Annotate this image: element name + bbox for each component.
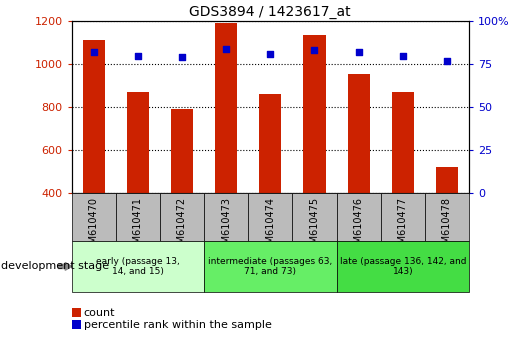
Bar [160,193,204,241]
Text: count: count [84,308,115,318]
Bar [83,40,105,279]
Bar [425,193,469,241]
Text: development stage: development stage [1,261,109,272]
Point [355,49,363,55]
Text: early (passage 13,
14, and 15): early (passage 13, 14, and 15) [96,257,180,276]
Bar [127,92,149,279]
Point [222,46,231,52]
Text: GSM610472: GSM610472 [177,197,187,256]
Point [134,53,142,58]
Bar [204,241,337,292]
Point [399,53,407,58]
Text: GSM610475: GSM610475 [310,197,320,256]
Text: GSM610471: GSM610471 [133,197,143,256]
Point [90,49,98,55]
Point [266,51,275,57]
Bar [204,193,248,241]
Bar [436,167,458,279]
Bar [392,92,414,279]
Point [178,55,186,60]
Point [310,47,319,53]
Title: GDS3894 / 1423617_at: GDS3894 / 1423617_at [190,5,351,19]
Bar [303,35,325,279]
Bar [215,23,237,279]
Bar [337,241,469,292]
Bar [293,193,337,241]
Bar [72,241,204,292]
Text: intermediate (passages 63,
71, and 73): intermediate (passages 63, 71, and 73) [208,257,332,276]
Bar [116,193,160,241]
Text: GSM610477: GSM610477 [398,197,408,256]
Text: percentile rank within the sample: percentile rank within the sample [84,320,271,330]
Bar [381,193,425,241]
Text: GSM610470: GSM610470 [89,197,99,256]
Bar [337,193,381,241]
Text: GSM610478: GSM610478 [442,197,452,256]
Text: GSM610476: GSM610476 [354,197,364,256]
Text: GSM610474: GSM610474 [266,197,275,256]
Text: late (passage 136, 142, and
143): late (passage 136, 142, and 143) [340,257,466,276]
Bar [72,193,116,241]
Bar [248,193,293,241]
Text: GSM610473: GSM610473 [221,197,231,256]
Bar [171,109,193,279]
Point [443,58,451,64]
Bar [348,74,369,279]
Bar [259,94,281,279]
